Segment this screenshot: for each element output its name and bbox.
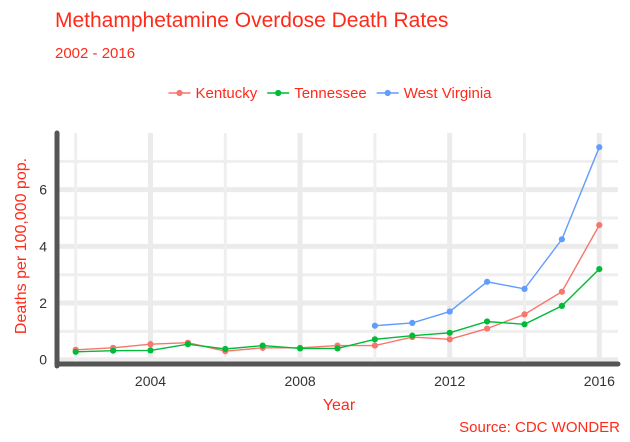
data-point-tennessee [222,345,229,353]
data-point-tennessee [596,265,603,273]
source-caption: Source: CDC WONDER [459,419,620,436]
series-layer [72,144,603,355]
chart-title: Methamphetamine Overdose Death Rates [55,9,448,32]
data-point-kentucky [446,336,453,343]
legend-label: Kentucky [196,85,258,102]
legend-label: Tennessee [294,85,367,102]
grid [57,133,618,364]
data-point-tennessee [484,318,491,325]
legend-item-west-virginia: West Virginia [376,85,492,102]
data-point-west-virginia [521,285,528,292]
data-point-kentucky [484,325,491,332]
legend-key-point [275,89,282,97]
data-point-kentucky [371,342,378,349]
data-point-tennessee [259,342,266,349]
data-point-tennessee [297,345,304,352]
data-point-west-virginia [484,278,491,285]
x-tick-label: 2004 [135,373,166,389]
data-point-west-virginia [446,308,453,315]
legend: Kentucky Tennessee West Virginia [168,85,492,102]
data-point-tennessee [147,347,154,354]
data-point-west-virginia [409,319,416,327]
x-axis-label: Year [323,397,356,414]
data-point-tennessee [446,329,453,336]
data-point-west-virginia [596,144,603,151]
data-point-kentucky [521,311,528,318]
y-tick-label: 6 [39,182,47,198]
chart-subtitle: 2002 - 2016 [55,45,135,62]
data-point-tennessee [184,341,191,348]
data-point-kentucky [558,288,566,295]
series-line-tennessee [75,268,600,353]
x-tick-label: 2008 [285,373,316,389]
x-tick-label: 2012 [434,373,465,389]
legend-label: West Virginia [404,85,492,102]
y-tick-label: 4 [39,238,47,254]
y-tick-label: 2 [39,295,47,311]
legend-key-point [384,89,391,97]
data-point-tennessee [334,345,341,352]
y-tick-label: 0 [39,352,47,368]
data-point-kentucky [147,341,154,348]
data-point-tennessee [558,302,566,309]
data-point-west-virginia [558,236,566,243]
legend-item-kentucky: Kentucky [168,85,258,102]
series-line-west-virginia [374,146,600,327]
data-point-tennessee [371,336,378,343]
data-point-tennessee [409,332,416,339]
data-point-tennessee [72,348,79,355]
data-point-tennessee [521,321,528,328]
x-tick-label: 2016 [584,373,615,389]
data-point-west-virginia [371,322,378,329]
axes [54,130,621,369]
tick-labels: 2004 2008 2012 2016 0 2 4 6 [39,182,615,389]
legend-item-tennessee: Tennessee [267,85,367,102]
legend-key-point [176,89,183,97]
data-point-tennessee [110,347,117,354]
data-point-kentucky [596,222,603,229]
y-axis-label: Deaths per 100,000 pop. [13,158,30,334]
